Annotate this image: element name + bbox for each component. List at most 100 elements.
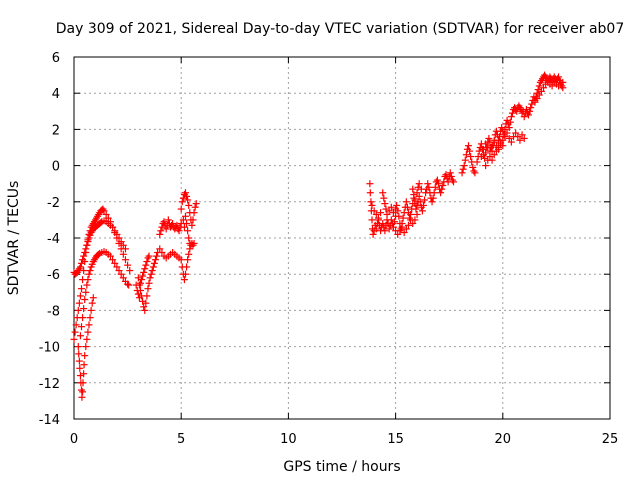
data-point <box>391 218 399 226</box>
data-point <box>507 113 515 121</box>
data-point <box>514 133 522 141</box>
data-point <box>402 225 410 233</box>
data-point <box>518 131 526 139</box>
data-point <box>141 265 149 273</box>
y-axis-label: SDTVAR / TECUs <box>6 181 22 296</box>
data-point <box>183 192 191 200</box>
data-point <box>447 172 455 180</box>
y-tick-label: 4 <box>52 87 60 102</box>
data-point <box>100 207 108 215</box>
data-point <box>520 134 528 142</box>
data-point <box>81 248 89 256</box>
data-point <box>156 230 164 238</box>
data-point <box>418 207 426 215</box>
data-point <box>482 162 490 170</box>
data-point <box>111 227 119 235</box>
data-point <box>119 241 127 249</box>
x-tick-label: 20 <box>495 432 512 447</box>
y-tick-label: -8 <box>47 304 60 319</box>
data-point <box>557 78 565 86</box>
data-point <box>548 82 556 90</box>
data-point <box>148 267 156 275</box>
data-point <box>121 245 129 253</box>
data-point <box>79 388 87 396</box>
data-point <box>446 169 454 177</box>
data-point <box>125 281 133 289</box>
data-point <box>415 192 423 200</box>
data-point <box>389 209 397 217</box>
data-point <box>381 227 389 235</box>
data-point <box>156 245 164 253</box>
data-point <box>177 256 185 264</box>
data-point <box>184 256 192 264</box>
data-point <box>135 294 143 302</box>
data-point <box>499 142 507 150</box>
data-point <box>413 201 421 209</box>
data-point <box>439 182 447 190</box>
data-point <box>79 379 87 387</box>
data-point <box>75 350 83 358</box>
data-point <box>141 306 149 314</box>
data-point <box>160 218 168 226</box>
data-point <box>178 198 186 206</box>
data-point <box>528 100 536 108</box>
data-point <box>389 223 397 231</box>
data-point <box>385 225 393 233</box>
data-point <box>513 107 521 115</box>
data-point <box>192 200 200 208</box>
data-point <box>480 145 488 153</box>
data-point <box>466 147 474 155</box>
data-point <box>490 138 498 146</box>
data-point <box>75 299 83 307</box>
data-point <box>470 167 478 175</box>
data-point <box>124 261 132 269</box>
data-point <box>395 212 403 220</box>
data-point <box>500 131 508 139</box>
data-point <box>136 279 144 287</box>
data-point <box>162 225 170 233</box>
data-point <box>473 158 481 166</box>
data-point <box>185 250 193 258</box>
data-point <box>76 292 84 300</box>
data-point <box>84 276 92 284</box>
data-point <box>495 144 503 151</box>
data-point <box>102 210 110 218</box>
data-point <box>505 134 513 142</box>
data-point <box>157 227 165 235</box>
data-point <box>80 252 88 260</box>
x-axis-label: GPS time / hours <box>283 459 400 475</box>
data-point <box>179 216 187 224</box>
data-point <box>84 238 92 246</box>
data-point <box>534 86 542 94</box>
data-point <box>508 109 516 117</box>
data-point <box>413 210 421 218</box>
data-point <box>186 239 194 247</box>
data-point <box>462 151 470 159</box>
data-point <box>84 328 92 336</box>
data-point <box>82 245 90 253</box>
data-point <box>144 254 152 262</box>
data-point <box>486 153 494 161</box>
data-point <box>404 221 412 229</box>
y-tick-label: -14 <box>39 413 60 428</box>
data-point <box>506 118 514 126</box>
data-point <box>379 189 387 197</box>
y-tick-label: -4 <box>47 232 60 247</box>
data-point <box>83 335 91 343</box>
data-point <box>113 230 121 238</box>
data-point <box>421 196 429 204</box>
data-point <box>442 171 450 179</box>
data-point <box>424 180 432 188</box>
data-point <box>382 205 390 213</box>
data-point <box>109 223 117 231</box>
data-point <box>78 285 86 293</box>
data-point <box>115 267 123 275</box>
data-point <box>150 259 158 267</box>
data-point <box>403 203 411 211</box>
data-point <box>498 124 506 132</box>
data-point <box>535 82 543 90</box>
data-point <box>184 227 192 235</box>
data-point <box>151 256 159 264</box>
data-point <box>425 183 433 191</box>
data-point <box>71 328 79 336</box>
